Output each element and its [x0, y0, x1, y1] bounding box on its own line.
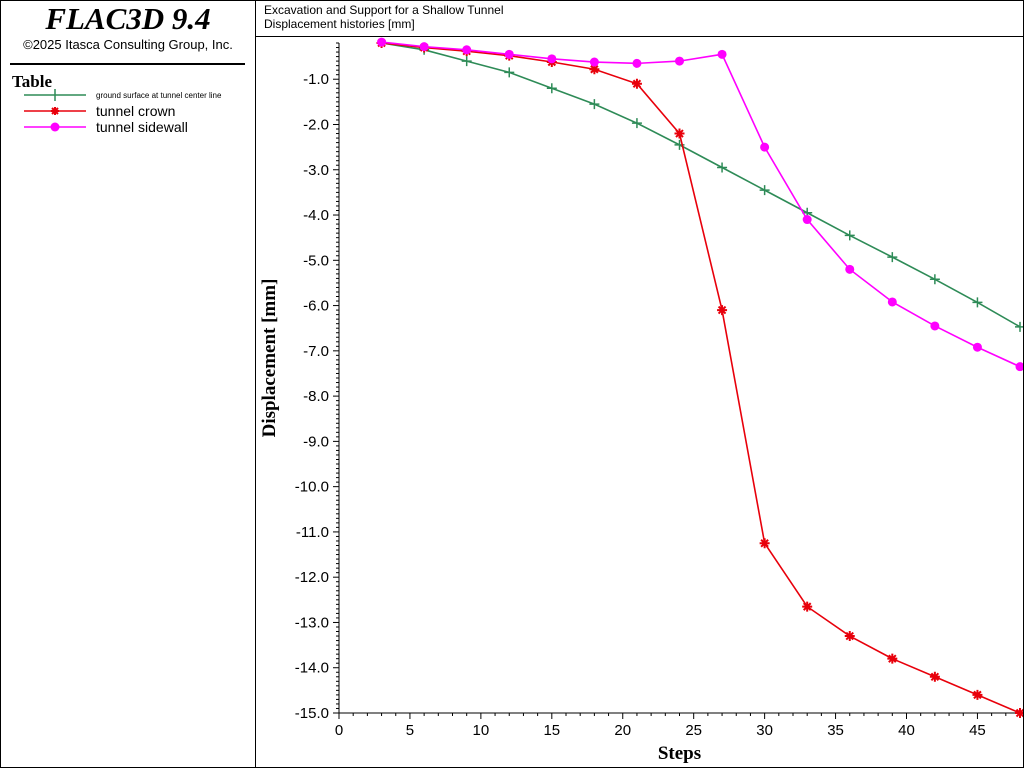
data-point	[972, 297, 983, 308]
x-tick-label: 5	[406, 722, 414, 739]
y-tick-label: -5.0	[303, 252, 329, 269]
data-point	[1015, 362, 1023, 372]
data-point	[972, 342, 982, 352]
chart: 0 5 10 15 20 25 30 35 40 45 -1.0 -2.0 -3.0 -4.0 -5.0 -6…	[259, 37, 1023, 764]
x-tick-label: 40	[898, 722, 915, 739]
data-point	[845, 264, 855, 274]
y-tick-label: -14.0	[295, 660, 329, 677]
y-tick-label: -10.0	[295, 479, 329, 496]
circle-icon	[24, 122, 86, 132]
data-point	[802, 601, 813, 612]
header-divider	[256, 36, 1024, 37]
plot-title: Excavation and Support for a Shallow Tun…	[264, 3, 504, 17]
legend-divider	[10, 63, 245, 65]
legend-label: tunnel sidewall	[96, 119, 188, 135]
data-point	[631, 78, 642, 89]
data-point	[930, 321, 940, 331]
x-tick-label: 45	[969, 722, 986, 739]
y-tick-label: -6.0	[303, 298, 329, 315]
data-point	[759, 538, 770, 549]
data-point	[802, 215, 812, 225]
data-point	[546, 83, 557, 94]
x-tick-label: 30	[756, 722, 773, 739]
x-tick-label: 20	[614, 722, 631, 739]
data-point	[377, 37, 387, 47]
y-tick-label: -11.0	[296, 524, 329, 541]
data-point	[419, 42, 429, 52]
y-tick-label: -9.0	[303, 433, 329, 450]
y-tick-label: -4.0	[303, 207, 329, 224]
data-point	[674, 128, 685, 139]
x-tick-label: 25	[685, 722, 702, 739]
legend-heading: Table	[12, 72, 53, 91]
y-axis-title: Displacement [mm]	[259, 279, 280, 438]
plot-subtitle: Displacement histories [mm]	[264, 17, 415, 31]
y-tick-label: -8.0	[303, 388, 329, 405]
x-tick-label: 0	[335, 722, 343, 739]
asterisk-icon	[24, 107, 86, 115]
x-tick-label: 10	[473, 722, 490, 739]
plus-icon	[24, 89, 86, 101]
y-tick-label: -13.0	[295, 614, 329, 631]
data-point	[760, 142, 770, 152]
data-point	[504, 49, 514, 59]
data-point	[589, 57, 599, 67]
x-axis-title: Steps	[658, 743, 701, 764]
legend-label: tunnel crown	[96, 103, 176, 119]
data-point	[929, 671, 940, 682]
data-point	[717, 162, 728, 173]
app-title: FLAC3D 9.4	[45, 1, 211, 36]
data-point	[844, 230, 855, 241]
y-tick-label: -1.0	[303, 71, 329, 88]
data-point	[462, 45, 472, 55]
data-point	[929, 274, 940, 285]
copyright-text: ©2025 Itasca Consulting Group, Inc.	[23, 37, 233, 52]
data-point	[632, 58, 642, 68]
data-point	[589, 99, 600, 110]
x-tick-label: 35	[827, 722, 844, 739]
data-point	[631, 118, 642, 129]
data-point	[1015, 321, 1023, 332]
data-point	[717, 49, 727, 59]
y-tick-label: -7.0	[303, 343, 329, 360]
data-point	[887, 653, 898, 664]
data-point	[1015, 708, 1023, 718]
data-point	[759, 185, 770, 196]
plot-header: Excavation and Support for a Shallow Tun…	[264, 3, 503, 31]
data-point	[844, 631, 855, 642]
series-line-tunnel-sidewall	[381, 41, 1021, 368]
data-point	[717, 305, 728, 316]
data-point	[972, 689, 983, 700]
data-point	[504, 67, 515, 78]
series-line-ground-surface-at-tunnel-center-line	[381, 42, 1021, 328]
y-tick-label: -2.0	[303, 116, 329, 133]
legend-label: ground surface at tunnel center line	[96, 91, 222, 100]
data-point	[589, 64, 600, 75]
y-tick-label: -12.0	[295, 569, 329, 586]
y-tick-label: -15.0	[295, 705, 329, 722]
data-point	[547, 54, 557, 64]
series-line-tunnel-crown	[381, 42, 1021, 714]
data-point	[887, 252, 898, 263]
left-panel: FLAC3D 9.4 ©2025 Itasca Consulting Group…	[0, 0, 256, 768]
y-tick-label: -3.0	[303, 162, 329, 179]
x-tick-label: 15	[543, 722, 560, 739]
data-point	[461, 56, 472, 67]
data-point	[887, 297, 897, 307]
data-point	[675, 56, 684, 66]
